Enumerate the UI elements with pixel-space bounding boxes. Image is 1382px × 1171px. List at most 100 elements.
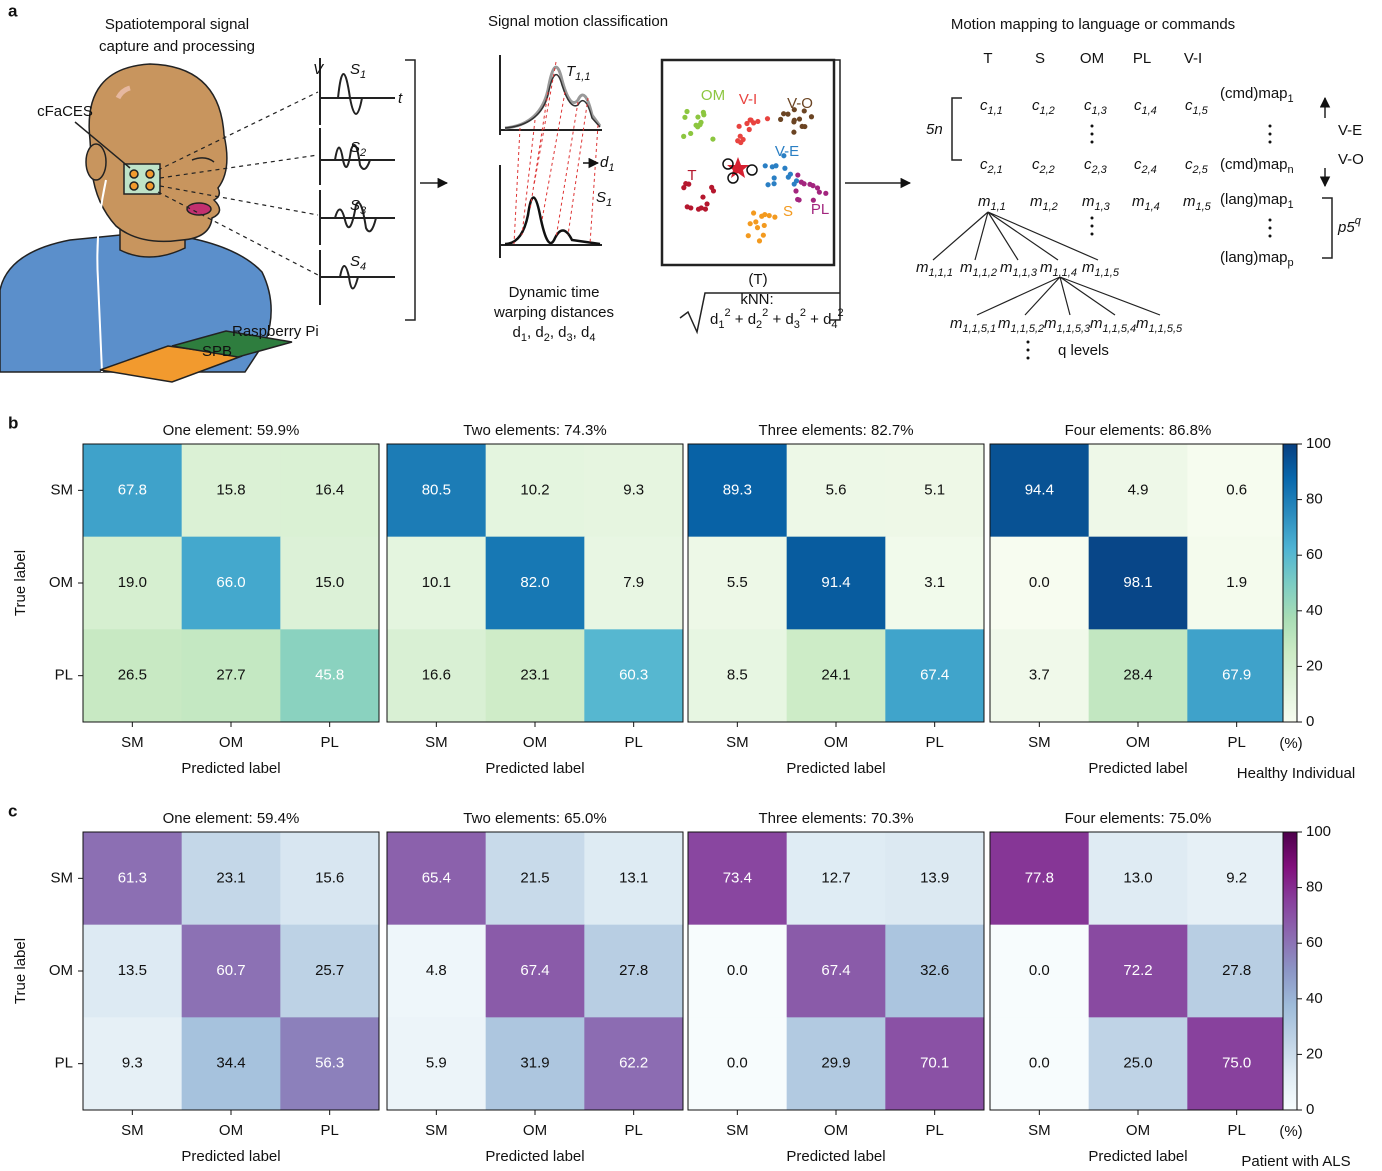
colorbar-tick-label: 60 [1306,934,1323,951]
cluster-point [765,116,770,121]
text-part: 1,3 [1095,201,1111,213]
chart-title: Two elements: 74.3% [463,422,606,439]
text-part: 1 [1288,199,1294,211]
text-part: m [1132,193,1145,210]
cluster-label: V-I [739,91,757,108]
text-part: 2 [838,307,844,319]
text-part: 2,5 [1192,164,1209,176]
text-part: + d [768,311,793,328]
x-tick-label: OM [1126,734,1150,751]
cell-label: 60.3 [619,667,648,684]
cluster-point [741,137,746,142]
text-part: d [513,324,521,341]
cluster-point [704,201,709,206]
text-part: m [978,193,991,210]
code: m1,1,4 [1040,259,1077,279]
text-part: 1,1,5,2 [1011,323,1045,335]
caption: d1, d2, d3, d4 [513,324,596,344]
cell-label: 72.2 [1123,962,1152,979]
text-part: 1,1,5 [1095,267,1120,279]
cluster-point [688,131,693,136]
cell-label: 62.2 [619,1055,648,1072]
text-part: S [350,253,360,270]
code: c1,2 [1032,97,1055,117]
text-part: 2,4 [1141,164,1157,176]
code: c1,3 [1084,97,1108,117]
colorbar-tick-label: 40 [1306,990,1323,1007]
x-tick-label: SM [1028,734,1051,751]
cluster-point [810,183,815,188]
cluster-point [709,185,714,190]
x-tick-label: PL [925,1122,943,1139]
cell-label: 13.1 [619,869,648,886]
cluster-point [785,112,790,117]
x-axis-label: Predicted label [485,1148,584,1165]
text-part: (cmd)map [1220,156,1288,173]
x-axis-label: Predicted label [786,1148,885,1165]
cell-label: 16.6 [422,667,451,684]
text-part: m [960,259,973,276]
x-tick-label: OM [824,734,848,751]
cluster-point [796,197,801,202]
cell-label: 9.2 [1226,869,1247,886]
cell-label: 32.6 [920,962,949,979]
cluster-point [786,175,791,180]
cell-label: 10.1 [422,574,451,591]
cluster-point [700,194,705,199]
text-part: 1,1,2 [973,267,997,279]
cell-label: 27.7 [216,667,245,684]
text-part: 1,1,5,4 [1103,323,1137,335]
text-part: 1,1,5,5 [1149,323,1184,335]
cell-label: 27.8 [1222,962,1251,979]
cell-label: 80.5 [422,481,451,498]
cluster-point [688,205,693,210]
x-tick-label: PL [624,1122,642,1139]
label: V-O [1338,151,1364,168]
text-part: , d [527,324,544,341]
title: Signal motion classification [488,13,668,30]
cell-label: 15.8 [216,481,245,498]
map-label: (cmd)mapn [1220,156,1294,176]
text-part: m [998,315,1011,332]
code: m1,1,5,2 [998,315,1044,335]
y-tick-label: SM [51,481,74,498]
cell-label: 0.6 [1226,481,1247,498]
y-axis-label: True label [12,938,29,1004]
cluster-point [759,214,764,219]
label: Raspberry Pi [232,323,319,340]
text-part: m [1040,259,1053,276]
text-part: S [350,61,360,78]
signal-label: S4 [350,253,366,273]
cluster-point [765,182,770,187]
cluster-points [681,107,828,243]
colorbar-tick-label: 20 [1306,1045,1323,1062]
label: d1 [600,154,614,174]
text-part: 1,1 [988,105,1003,117]
x-tick-label: PL [1227,734,1245,751]
caption: (T) [748,271,767,288]
cell-label: 3.1 [924,574,945,591]
code: m1,1,5,1 [950,315,996,335]
cell-label: 0.0 [1029,574,1050,591]
text-part: S [596,189,606,206]
text-part: , d [550,324,567,341]
text-part: 4 [360,261,366,273]
cluster-point [791,130,796,135]
text-part: p [1288,257,1294,269]
panel-label: a [8,1,18,20]
cluster-point [695,114,700,119]
column-label: OM [1080,50,1104,67]
text-part: (lang)map [1220,191,1288,208]
cell-label: 67.8 [118,481,147,498]
x-axis-label: Predicted label [1088,1148,1187,1165]
cell-label: 9.3 [122,1055,143,1072]
cluster-point [747,127,752,132]
label: q levels [1058,342,1109,359]
text-part: m [1090,315,1103,332]
label: V-E [1338,122,1362,139]
text-part: n [1288,164,1294,176]
cluster-point [762,223,767,228]
cell-label: 60.7 [216,962,245,979]
y-tick-label: SM [51,869,74,886]
cell-label: 4.9 [1128,481,1149,498]
